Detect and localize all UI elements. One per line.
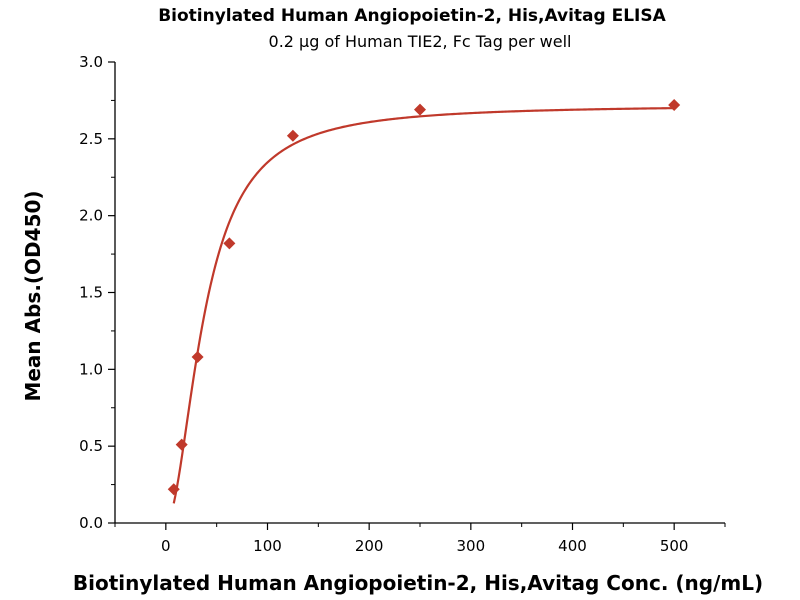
y-tick-label: 2.5 — [79, 130, 103, 148]
data-point — [167, 483, 180, 496]
x-tick-label: 200 — [355, 537, 384, 555]
x-tick-label: 0 — [161, 537, 171, 555]
data-point — [286, 129, 299, 142]
y-tick-label: 2.0 — [79, 207, 103, 225]
y-tick-label: 1.0 — [79, 360, 103, 378]
chart-title: Biotinylated Human Angiopoietin-2, His,A… — [158, 6, 666, 26]
data-point — [668, 99, 681, 112]
data-point — [414, 103, 426, 116]
chart-subtitle: 0.2 μg of Human TIE2, Fc Tag per well — [269, 32, 572, 51]
data-point — [175, 438, 188, 451]
x-tick-label: 300 — [457, 537, 486, 555]
axes — [114, 62, 725, 524]
y-tick-label: 3.0 — [79, 53, 103, 71]
y-tick-label: 0.0 — [79, 514, 103, 532]
y-tick-label: 0.5 — [79, 437, 103, 455]
fit-curve — [172, 107, 675, 504]
x-ticks: 0 100 200 300 400 500 — [114, 523, 726, 555]
data-points — [167, 99, 681, 496]
x-tick-label: 500 — [660, 537, 689, 555]
x-tick-label: 100 — [253, 537, 282, 555]
x-axis-title: Biotinylated Human Angiopoietin-2, His,A… — [73, 571, 763, 595]
data-point — [191, 351, 204, 364]
y-axis-title: Mean Abs.(OD450) — [21, 190, 45, 401]
y-tick-label: 1.5 — [79, 284, 103, 302]
x-tick-label: 400 — [558, 537, 587, 555]
y-ticks: 0.0 0.5 1.0 1.5 2.0 2.5 3.0 — [79, 53, 115, 532]
data-point — [223, 237, 236, 250]
